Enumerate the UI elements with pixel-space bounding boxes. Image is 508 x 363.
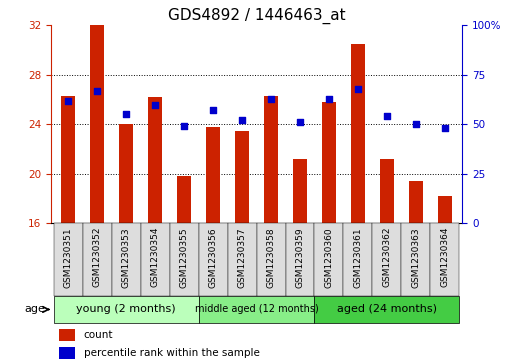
Bar: [351, 44, 365, 223]
Point: [93, 88, 101, 94]
Point: [238, 118, 246, 123]
FancyBboxPatch shape: [430, 223, 459, 296]
Point: [325, 96, 333, 102]
Bar: [235, 131, 249, 223]
FancyBboxPatch shape: [285, 223, 314, 296]
FancyBboxPatch shape: [257, 223, 285, 296]
Text: GSM1230358: GSM1230358: [267, 227, 275, 287]
Point: [267, 96, 275, 102]
FancyBboxPatch shape: [343, 223, 372, 296]
Text: GSM1230357: GSM1230357: [238, 227, 246, 287]
Point: [122, 111, 130, 117]
FancyBboxPatch shape: [54, 223, 83, 296]
Bar: [59, 329, 76, 341]
Text: GSM1230356: GSM1230356: [209, 227, 217, 287]
Point: [354, 86, 362, 91]
Bar: [379, 159, 394, 223]
Bar: [119, 124, 134, 223]
Point: [209, 107, 217, 113]
Title: GDS4892 / 1446463_at: GDS4892 / 1446463_at: [168, 8, 345, 24]
Bar: [90, 25, 105, 223]
Text: GSM1230360: GSM1230360: [325, 227, 333, 287]
Text: age: age: [24, 305, 45, 314]
Bar: [177, 176, 192, 223]
Text: GSM1230352: GSM1230352: [92, 227, 102, 287]
FancyBboxPatch shape: [141, 223, 170, 296]
FancyBboxPatch shape: [314, 296, 459, 323]
Text: GSM1230364: GSM1230364: [440, 227, 450, 287]
Point: [383, 114, 391, 119]
Bar: [61, 96, 75, 223]
FancyBboxPatch shape: [372, 223, 401, 296]
Text: percentile rank within the sample: percentile rank within the sample: [84, 348, 260, 358]
FancyBboxPatch shape: [199, 223, 228, 296]
Point: [296, 119, 304, 125]
Bar: [408, 181, 423, 223]
Bar: [293, 159, 307, 223]
Point: [441, 125, 449, 131]
Text: GSM1230355: GSM1230355: [180, 227, 188, 287]
Bar: [206, 127, 220, 223]
Bar: [148, 97, 163, 223]
Point: [180, 123, 188, 129]
Text: GSM1230354: GSM1230354: [150, 227, 160, 287]
FancyBboxPatch shape: [170, 223, 199, 296]
Point: [412, 121, 420, 127]
FancyBboxPatch shape: [199, 296, 314, 323]
Text: GSM1230363: GSM1230363: [411, 227, 421, 287]
FancyBboxPatch shape: [54, 296, 199, 323]
Point: [64, 98, 72, 103]
Text: young (2 months): young (2 months): [76, 305, 176, 314]
Text: aged (24 months): aged (24 months): [337, 305, 437, 314]
Text: middle aged (12 months): middle aged (12 months): [195, 305, 319, 314]
Text: count: count: [84, 330, 113, 340]
Bar: [59, 347, 76, 359]
Text: GSM1230362: GSM1230362: [383, 227, 392, 287]
Text: GSM1230359: GSM1230359: [296, 227, 304, 287]
Bar: [322, 102, 336, 223]
Text: GSM1230361: GSM1230361: [354, 227, 363, 287]
FancyBboxPatch shape: [83, 223, 112, 296]
Bar: [438, 196, 452, 223]
Bar: [264, 96, 278, 223]
Text: GSM1230353: GSM1230353: [121, 227, 131, 287]
Point: [151, 102, 159, 107]
Text: GSM1230351: GSM1230351: [64, 227, 73, 287]
FancyBboxPatch shape: [228, 223, 257, 296]
FancyBboxPatch shape: [401, 223, 430, 296]
FancyBboxPatch shape: [112, 223, 141, 296]
FancyBboxPatch shape: [314, 223, 343, 296]
